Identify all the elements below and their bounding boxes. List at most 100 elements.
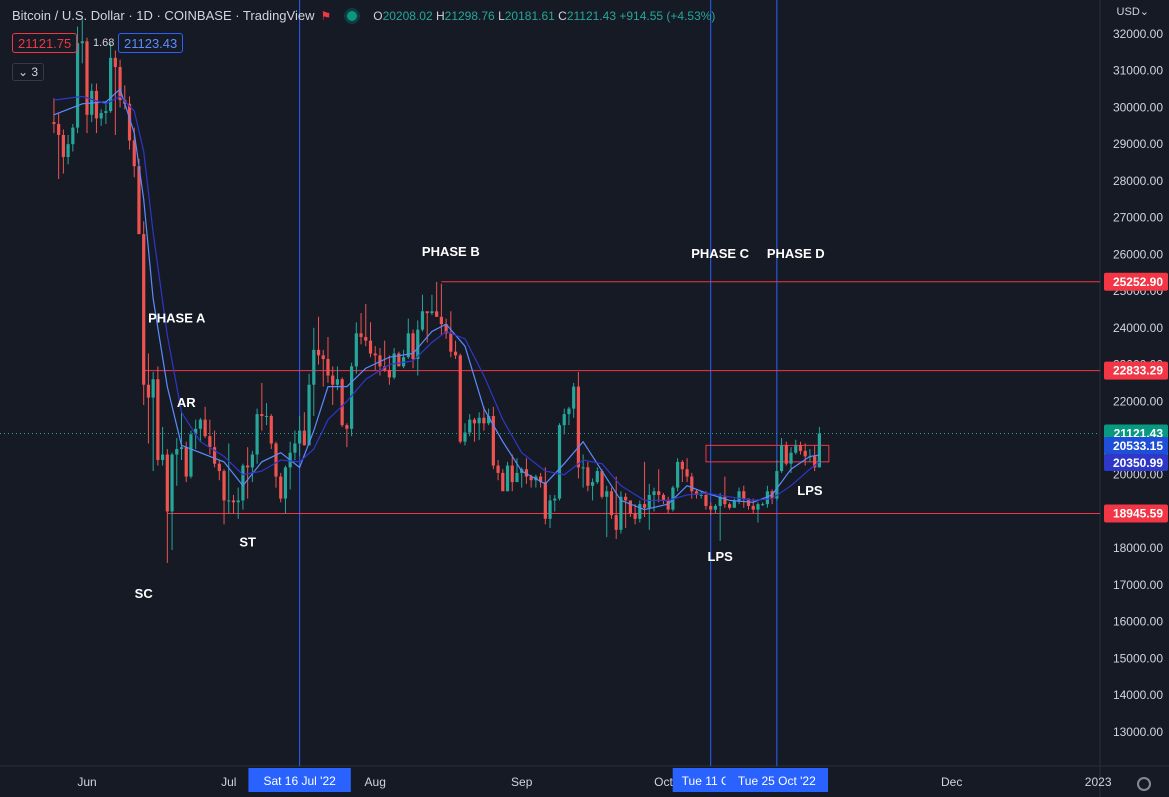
candle-body[interactable] <box>80 41 84 44</box>
candle-body[interactable] <box>472 419 477 424</box>
date-marker-badge[interactable] <box>725 768 829 792</box>
candle-body[interactable] <box>161 454 165 461</box>
candle-body[interactable] <box>194 428 198 435</box>
candle-body[interactable] <box>751 505 755 510</box>
candle-body[interactable] <box>227 500 231 502</box>
candle-body[interactable] <box>723 496 727 505</box>
candle-body[interactable] <box>539 476 543 483</box>
currency-selector[interactable]: USD⌄ <box>1116 6 1149 18</box>
candle-body[interactable] <box>666 500 670 510</box>
candle-body[interactable] <box>66 144 70 158</box>
candle-body[interactable] <box>458 355 462 442</box>
candle-body[interactable] <box>340 379 344 426</box>
candle-body[interactable] <box>184 447 188 477</box>
candle-body[interactable] <box>784 445 788 464</box>
candle-body[interactable] <box>113 57 117 68</box>
candle-body[interactable] <box>217 463 221 472</box>
candle-body[interactable] <box>302 430 306 446</box>
candle-body[interactable] <box>510 465 514 483</box>
candle-body[interactable] <box>581 467 585 469</box>
candle-body[interactable] <box>803 450 807 457</box>
candle-body[interactable] <box>449 333 453 352</box>
candle-body[interactable] <box>165 454 169 512</box>
candle-body[interactable] <box>779 445 784 472</box>
candle-body[interactable] <box>156 379 160 461</box>
candle-body[interactable] <box>572 386 576 409</box>
candle-body[interactable] <box>241 465 245 501</box>
candle-body[interactable] <box>189 434 193 477</box>
candle-body[interactable] <box>515 472 519 483</box>
candle-body[interactable] <box>359 333 363 337</box>
candle-body[interactable] <box>690 476 694 492</box>
candle-body[interactable] <box>794 445 798 453</box>
candle-body[interactable] <box>463 432 467 442</box>
candle-body[interactable] <box>137 166 141 235</box>
candle-body[interactable] <box>94 90 99 119</box>
candle-body[interactable] <box>557 425 562 499</box>
candle-body[interactable] <box>212 447 217 464</box>
candle-body[interactable] <box>298 430 302 444</box>
candle-body[interactable] <box>491 415 495 466</box>
candle-body[interactable] <box>250 454 254 468</box>
candle-body[interactable] <box>605 491 609 497</box>
candle-body[interactable] <box>477 417 481 424</box>
candle-body[interactable] <box>109 57 113 112</box>
candle-body[interactable] <box>52 122 56 124</box>
candle-body[interactable] <box>775 471 779 499</box>
candle-body[interactable] <box>231 500 236 503</box>
lps-range-box[interactable] <box>705 444 830 463</box>
candle-body[interactable] <box>699 494 703 496</box>
candle-body[interactable] <box>737 491 741 501</box>
candle-body[interactable] <box>505 465 510 492</box>
candle-body[interactable] <box>718 496 722 506</box>
candle-body[interactable] <box>813 456 817 468</box>
candle-body[interactable] <box>713 505 718 510</box>
candle-body[interactable] <box>732 500 736 508</box>
candle-body[interactable] <box>312 349 316 385</box>
candle-body[interactable] <box>704 494 708 506</box>
candle-body[interactable] <box>118 67 122 101</box>
candle-body[interactable] <box>756 504 760 510</box>
candle-body[interactable] <box>553 498 557 501</box>
candle-body[interactable] <box>439 316 443 325</box>
candle-body[interactable] <box>619 496 623 530</box>
candle-body[interactable] <box>590 482 595 486</box>
candle-body[interactable] <box>71 127 75 145</box>
candle-body[interactable] <box>179 447 184 450</box>
candle-body[interactable] <box>350 366 354 429</box>
candle-body[interactable] <box>487 415 491 424</box>
candle-body[interactable] <box>132 140 136 167</box>
candle-body[interactable] <box>595 471 599 483</box>
candle-body[interactable] <box>260 414 264 416</box>
candle-body[interactable] <box>529 476 533 481</box>
candle-body[interactable] <box>444 324 448 334</box>
candle-body[interactable] <box>586 467 590 486</box>
candle-body[interactable] <box>416 329 420 360</box>
candle-body[interactable] <box>789 452 793 464</box>
candle-body[interactable] <box>425 311 429 314</box>
candle-body[interactable] <box>482 417 486 424</box>
candle-body[interactable] <box>430 311 434 314</box>
candle-body[interactable] <box>411 333 415 360</box>
candle-body[interactable] <box>61 134 65 158</box>
candle-body[interactable] <box>468 419 472 433</box>
flag-icon[interactable]: ⚑ <box>320 8 332 23</box>
candle-body[interactable] <box>609 491 614 516</box>
candle-body[interactable] <box>383 366 387 371</box>
candle-body[interactable] <box>406 333 410 358</box>
candle-body[interactable] <box>742 491 746 499</box>
candle-body[interactable] <box>293 443 297 453</box>
candle-body[interactable] <box>543 482 547 519</box>
candle-body[interactable] <box>624 496 628 501</box>
candle-body[interactable] <box>761 504 765 506</box>
candle-body[interactable] <box>203 419 207 437</box>
candle-body[interactable] <box>269 415 273 444</box>
candle-body[interactable] <box>420 311 425 330</box>
date-marker-badge[interactable] <box>248 768 351 792</box>
candle-body[interactable] <box>685 469 689 477</box>
candle-body[interactable] <box>647 494 651 508</box>
candle-body[interactable] <box>798 445 803 451</box>
candle-body[interactable] <box>170 454 174 512</box>
candle-body[interactable] <box>562 414 566 426</box>
candle-body[interactable] <box>208 436 212 448</box>
